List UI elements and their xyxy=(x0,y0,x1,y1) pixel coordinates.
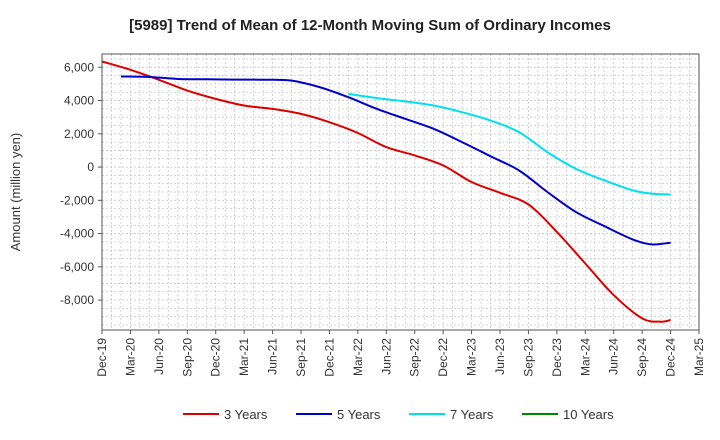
y-tick-label: -6,000 xyxy=(60,260,94,274)
y-tick-label: 4,000 xyxy=(64,94,94,108)
x-tick-label: Dec-20 xyxy=(209,338,223,377)
x-tick-label: Dec-23 xyxy=(550,338,564,377)
legend: 3 Years 5 Years 7 Years 10 Years xyxy=(183,407,614,422)
x-ticks: Dec-19 Mar-20 Jun-20 Sep-20 Dec-20 Mar-21 Jun-… xyxy=(95,330,706,377)
x-tick-label: Dec-22 xyxy=(436,338,450,377)
series-lines xyxy=(101,60,671,323)
x-tick-label: Sep-21 xyxy=(294,338,308,377)
y-tick-label: 0 xyxy=(87,160,94,174)
y-tick-label: 2,000 xyxy=(64,127,94,141)
y-axis-label: Amount (million yen) xyxy=(8,133,23,252)
x-tick-label: Mar-22 xyxy=(351,338,365,376)
x-tick-label: Sep-23 xyxy=(521,338,535,377)
x-tick-label: Dec-24 xyxy=(664,338,678,377)
legend-label: 10 Years xyxy=(563,407,614,422)
y-tick-label: -8,000 xyxy=(60,293,94,307)
y-tick-label: -2,000 xyxy=(60,193,94,207)
x-tick-label: Jun-24 xyxy=(607,338,621,375)
legend-label: 7 Years xyxy=(450,407,494,422)
x-tick-label: Sep-20 xyxy=(180,338,194,377)
x-tick-label: Jun-23 xyxy=(493,338,507,375)
x-tick-label: Mar-21 xyxy=(237,338,251,376)
chart-title: [5989] Trend of Mean of 12-Month Moving … xyxy=(129,17,611,34)
series-line-5-years xyxy=(120,75,671,246)
y-tick-label: 6,000 xyxy=(64,60,94,74)
x-tick-label: Mar-24 xyxy=(578,338,592,376)
y-ticks: 6,000 4,000 2,000 0 -2,000 -4,000 -6,000 -8,000 xyxy=(60,60,102,307)
legend-label: 5 Years xyxy=(337,407,381,422)
x-tick-label: Mar-23 xyxy=(465,338,479,376)
legend-label: 3 Years xyxy=(224,407,268,422)
x-tick-label: Mar-25 xyxy=(692,338,706,376)
x-tick-label: Dec-21 xyxy=(322,338,336,377)
x-tick-label: Jun-22 xyxy=(379,338,393,375)
x-tick-label: Dec-19 xyxy=(95,338,109,377)
y-tick-label: -4,000 xyxy=(60,227,94,241)
series-line-3-years xyxy=(101,60,671,323)
grid xyxy=(101,54,700,330)
x-tick-label: Sep-22 xyxy=(408,338,422,377)
x-tick-label: Mar-20 xyxy=(123,338,137,376)
x-tick-label: Sep-24 xyxy=(635,338,649,377)
x-tick-label: Jun-20 xyxy=(152,338,166,375)
x-tick-label: Jun-21 xyxy=(266,338,280,375)
series-line-7-years xyxy=(348,92,671,196)
plot-frame xyxy=(101,53,700,331)
